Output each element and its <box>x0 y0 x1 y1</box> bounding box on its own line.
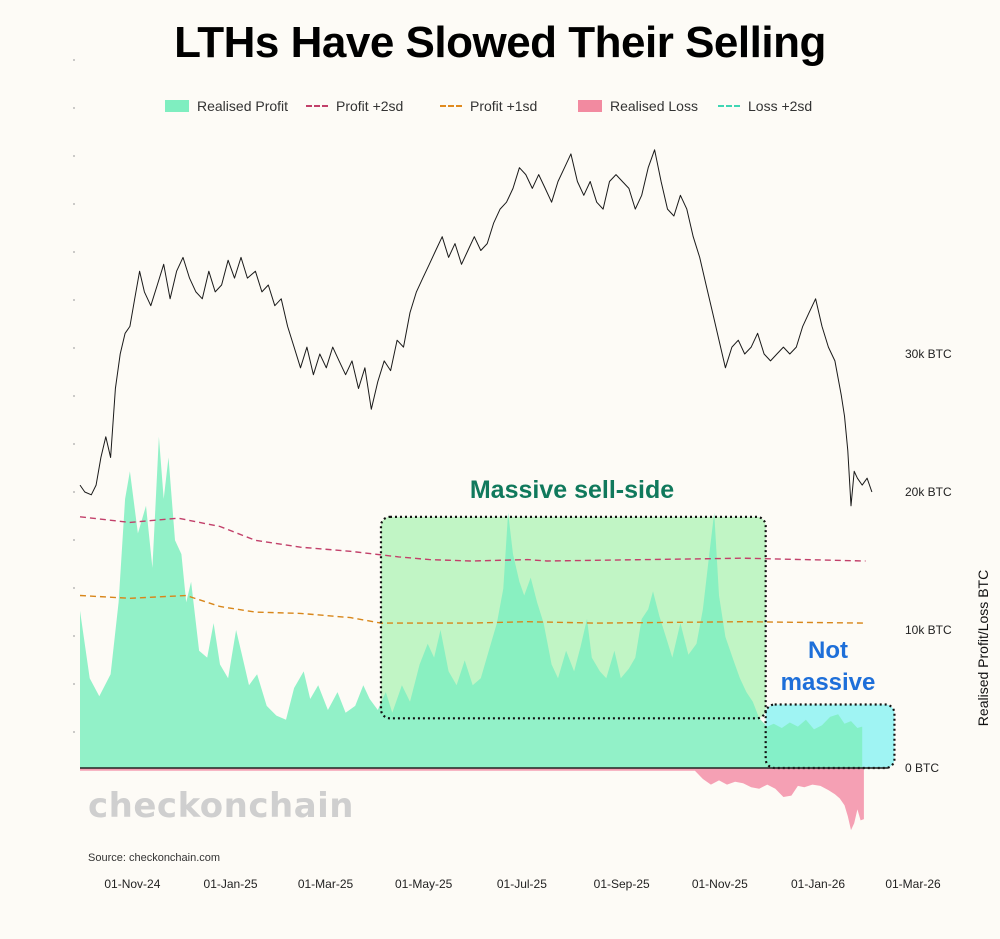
legend-swatch-profit-2sd <box>306 105 328 107</box>
legend-item-profit-2sd: Profit +2sd <box>306 98 403 114</box>
annotation-not-massive: Not massive <box>765 635 891 699</box>
profit-1sd-line <box>79 594 866 624</box>
x-tick-label: 01-Jan-26 <box>791 877 845 891</box>
x-tick-label: 01-Nov-25 <box>692 877 748 891</box>
chart-title: LTHs Have Slowed Their Selling <box>174 18 826 67</box>
y-axis-label: Realised Profit/Loss BTC <box>975 569 991 727</box>
x-tick-label: 01-Mar-25 <box>298 877 354 891</box>
y-tick-label: 10k BTC <box>905 623 952 637</box>
legend-swatch-loss-2sd <box>718 105 740 107</box>
watermark-logo: checkonchain <box>88 786 354 826</box>
legend-swatch-profit <box>165 100 189 112</box>
annotation-not-massive-line1: Not <box>808 637 848 664</box>
legend-label: Profit +2sd <box>336 98 404 114</box>
price-line <box>79 149 873 507</box>
highlight-box-border-0 <box>379 515 767 720</box>
legend-item-realised-loss: Realised Loss <box>578 98 698 114</box>
legend-swatch-loss <box>578 100 602 112</box>
realised-profit-area <box>80 436 863 768</box>
y-tick-label: 0 BTC <box>905 761 939 775</box>
x-tick-label: 01-Mar-26 <box>885 877 941 891</box>
annotation-massive-sell-side: Massive sell-side <box>469 476 675 504</box>
legend-label: Realised Profit <box>197 98 289 114</box>
legend-label: Realised Loss <box>610 98 698 114</box>
annotation-not-massive-line2: massive <box>780 669 876 696</box>
source-note: Source: checkonchain.com <box>88 852 221 864</box>
legend-label: Loss +2sd <box>748 98 813 114</box>
highlight-box-border-1 <box>764 703 896 770</box>
y-tick-label: 20k BTC <box>905 485 952 499</box>
legend-label: Profit +1sd <box>470 98 538 114</box>
legend-item-realised-profit: Realised Profit <box>165 98 288 114</box>
legend-item-loss-2sd: Loss +2sd <box>718 98 812 114</box>
legend-item-profit-1sd: Profit +1sd <box>440 98 537 114</box>
legend: Realised Profit Profit +2sd Profit +1sd … <box>0 98 1000 120</box>
y-tick-label: 30k BTC <box>905 347 952 361</box>
profit-2sd-line <box>79 516 866 562</box>
legend-swatch-profit-1sd <box>440 105 462 107</box>
x-tick-label: 01-Jan-25 <box>204 877 258 891</box>
x-tick-label: 01-May-25 <box>395 877 453 891</box>
x-tick-label: 01-Jul-25 <box>497 877 547 891</box>
realised-loss-area <box>80 768 864 831</box>
x-tick-label: 01-Nov-24 <box>104 877 160 891</box>
x-tick-label: 01-Sep-25 <box>594 877 650 891</box>
